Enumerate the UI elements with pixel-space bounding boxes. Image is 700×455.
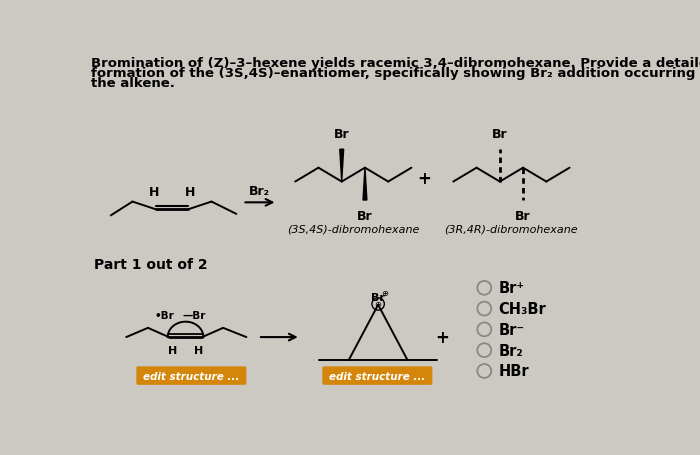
Text: Br: Br — [515, 210, 531, 223]
Text: Br: Br — [492, 128, 508, 141]
Text: HBr: HBr — [498, 364, 529, 379]
Text: Br: Br — [334, 128, 349, 141]
Text: —Br: —Br — [183, 310, 206, 320]
Text: +: + — [435, 329, 449, 346]
Text: formation of the (3S,4S)–enantiomer, specifically showing Br₂ addition occurring: formation of the (3S,4S)–enantiomer, spe… — [92, 67, 700, 80]
Text: H: H — [194, 345, 203, 355]
Text: Br₂: Br₂ — [249, 185, 270, 197]
Text: (3S,4S)-dibromohexane: (3S,4S)-dibromohexane — [287, 223, 419, 233]
Text: Br⁻: Br⁻ — [498, 322, 524, 337]
Text: (3R,4R)-dibromohexane: (3R,4R)-dibromohexane — [444, 223, 578, 233]
Text: Br⁺: Br⁺ — [498, 281, 524, 296]
Text: Part 1 out of 2: Part 1 out of 2 — [94, 258, 207, 271]
Text: H: H — [168, 345, 177, 355]
Text: ⊕: ⊕ — [374, 300, 382, 309]
FancyBboxPatch shape — [136, 367, 246, 385]
Text: H: H — [149, 186, 160, 199]
Text: Br: Br — [357, 210, 373, 223]
Text: edit structure ...: edit structure ... — [144, 371, 239, 381]
Polygon shape — [363, 168, 367, 201]
Text: ⊕: ⊕ — [382, 288, 388, 298]
Text: CH₃Br: CH₃Br — [498, 301, 546, 316]
FancyBboxPatch shape — [322, 367, 433, 385]
Text: •Br: •Br — [155, 310, 175, 320]
Text: Br: Br — [371, 292, 385, 302]
Polygon shape — [340, 150, 344, 182]
Text: Br₂: Br₂ — [498, 343, 523, 358]
Text: the alkene.: the alkene. — [92, 77, 175, 90]
Text: +: + — [418, 169, 432, 187]
Text: edit structure ...: edit structure ... — [329, 371, 426, 381]
Text: H: H — [185, 186, 195, 199]
Text: Bromination of (Z)–3–hexene yields racemic 3,4–dibromohexane. Provide a detailed: Bromination of (Z)–3–hexene yields racem… — [92, 57, 700, 70]
